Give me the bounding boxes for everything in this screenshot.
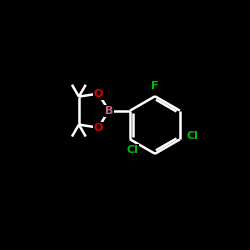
Text: Cl: Cl — [127, 145, 138, 155]
Text: F: F — [151, 81, 159, 91]
Text: O: O — [94, 122, 103, 132]
Text: O: O — [94, 89, 103, 99]
Text: B: B — [105, 106, 113, 116]
Text: Cl: Cl — [187, 130, 199, 140]
